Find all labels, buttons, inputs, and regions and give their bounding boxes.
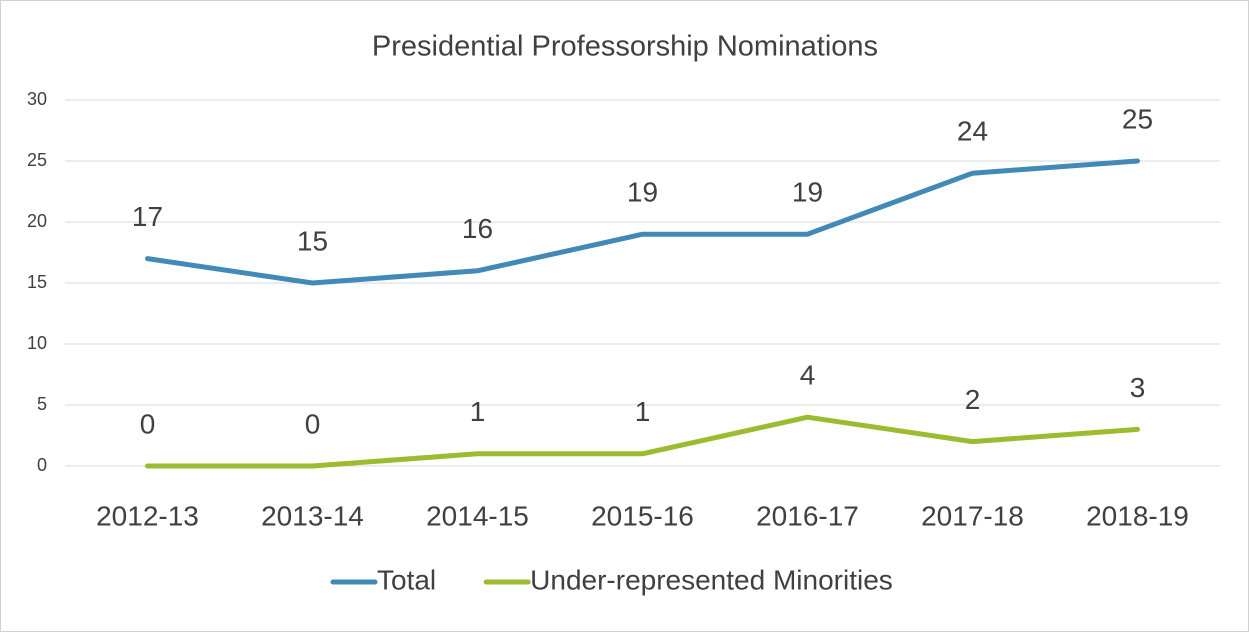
data-label: 25 [1122, 103, 1153, 134]
y-tick-label: 25 [27, 150, 47, 170]
x-tick-label: 2015-16 [591, 500, 694, 531]
data-label: 0 [305, 408, 321, 439]
data-label: 19 [792, 177, 823, 208]
data-label: 15 [297, 225, 328, 256]
series-line [145, 158, 1140, 286]
y-tick-label: 10 [27, 333, 47, 353]
x-tick-label: 2013-14 [261, 500, 364, 531]
x-tick-label: 2016-17 [756, 500, 859, 531]
legend-label: Under-represented Minorities [530, 564, 893, 595]
y-tick-label: 5 [37, 394, 47, 414]
series-line [145, 414, 1140, 469]
data-label: 16 [462, 213, 493, 244]
data-label: 1 [635, 396, 651, 427]
x-tick-label: 2018-19 [1086, 500, 1189, 531]
data-label: 24 [957, 116, 988, 147]
y-tick-label: 0 [37, 455, 47, 475]
legend-label: Total [377, 564, 436, 595]
data-label: 3 [1130, 372, 1146, 403]
y-tick-label: 20 [27, 211, 47, 231]
x-tick-label: 2014-15 [426, 500, 529, 531]
data-label: 4 [800, 360, 816, 391]
x-tick-label: 2012-13 [96, 500, 199, 531]
data-label: 2 [965, 384, 981, 415]
data-label: 1 [470, 396, 486, 427]
data-label: 0 [140, 408, 156, 439]
x-tick-label: 2017-18 [921, 500, 1024, 531]
y-tick-label: 15 [27, 272, 47, 292]
data-label: 17 [132, 201, 163, 232]
data-label: 19 [627, 177, 658, 208]
chart-title: Presidential Professorship Nominations [372, 31, 878, 63]
y-tick-label: 30 [27, 89, 47, 109]
